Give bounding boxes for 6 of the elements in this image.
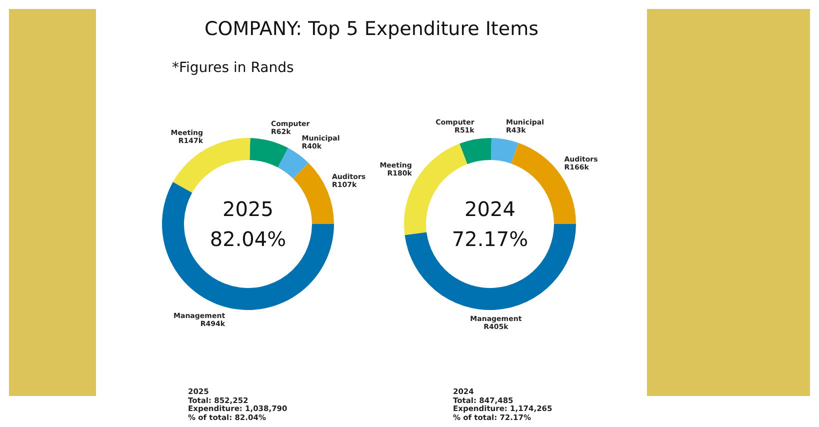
text: 2024 [464, 197, 516, 221]
text: 72.17% [452, 227, 528, 251]
text: 2025 [222, 197, 274, 221]
chart-subtitle: *Figures in Rands [172, 60, 294, 76]
text: 82.04% [210, 227, 286, 251]
chart-title: COMPANY: Top 5 Expenditure Items [204, 18, 540, 40]
